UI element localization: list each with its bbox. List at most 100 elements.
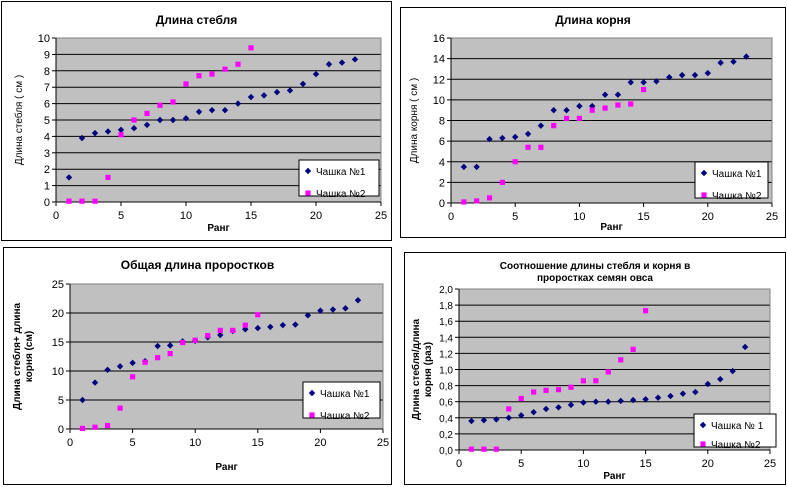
y-tick-label: 6 xyxy=(439,136,445,148)
x-tick-label: 25 xyxy=(377,437,389,449)
y-tick-label: 4 xyxy=(439,157,445,169)
data-point xyxy=(473,163,480,171)
x-axis-label: Ранг xyxy=(603,471,625,482)
data-point xyxy=(230,327,236,333)
x-tick-label: 0 xyxy=(53,210,59,222)
y-tick-label: 0,0 xyxy=(439,446,453,457)
y-tick-label: 4 xyxy=(44,131,50,143)
legend: Чашка №1 Чашка №2 xyxy=(298,159,380,200)
y-axis-label: Длина стебля/длина xyxy=(410,318,422,420)
chart-panel-root-length: Длина корня 0 2 4 6 8 10 12 14 16 0 5 10 15 20 25 Ранг Дл… xyxy=(400,7,786,238)
data-point xyxy=(593,378,599,384)
data-point xyxy=(486,135,493,143)
legend-label: Чашка №1 xyxy=(320,389,370,400)
data-point xyxy=(317,307,324,314)
y-axis-label: корня (раз) xyxy=(423,342,434,397)
y-tick-label: 0,8 xyxy=(439,382,453,393)
legend-box xyxy=(693,413,777,448)
data-point xyxy=(589,107,595,113)
legend: Чашка №1 Чашка №2 xyxy=(302,381,381,422)
data-point xyxy=(481,446,487,452)
legend-marker xyxy=(700,441,706,447)
chart-panel-total-length: Общая длина проростков 0 5 10 15 20 25 0 5 10 15 20… xyxy=(3,247,392,485)
legend-label: Чашка №1 xyxy=(316,167,366,178)
data-point xyxy=(267,323,274,331)
data-point xyxy=(208,106,216,114)
data-point xyxy=(592,398,600,405)
data-point xyxy=(304,312,312,319)
x-tick-label: 10 xyxy=(180,210,192,222)
data-point xyxy=(142,359,148,365)
y-tick-label: 10 xyxy=(52,366,64,378)
data-point xyxy=(499,134,506,142)
legend-marker xyxy=(308,389,316,397)
data-point xyxy=(254,324,261,332)
legend-marker xyxy=(309,412,315,418)
data-point xyxy=(717,59,724,66)
y-axis-label: Длина корня ( см ) xyxy=(409,78,420,163)
legend-box xyxy=(298,159,380,197)
data-point xyxy=(248,45,254,51)
y-tick-label: 2 xyxy=(439,177,445,189)
x-tick-label: 10 xyxy=(189,437,201,449)
data-point xyxy=(116,363,124,370)
x-axis-label: Ранг xyxy=(215,462,237,473)
chart-title: проростках семян овса xyxy=(537,273,653,284)
data-point xyxy=(627,79,634,86)
y-tick-label: 16 xyxy=(433,33,445,45)
y-tick-label: 5 xyxy=(58,395,64,407)
y-tick-label: 5 xyxy=(44,115,50,127)
x-tick-label: 5 xyxy=(118,210,124,222)
data-point xyxy=(537,122,545,129)
data-point xyxy=(242,322,248,328)
x-tick-label: 25 xyxy=(766,211,778,223)
y-axis-label: Длина стебля ( см ) xyxy=(13,75,25,165)
x-axis-label: Ранг xyxy=(600,222,622,233)
y-tick-label: 0,6 xyxy=(439,398,453,409)
y-axis-label: Длина стебля+ длина xyxy=(11,303,23,411)
x-tick-label: 0 xyxy=(456,458,462,470)
x-tick-label: 20 xyxy=(702,458,714,470)
data-point xyxy=(563,115,570,122)
legend-marker xyxy=(699,421,707,429)
legend-marker xyxy=(304,167,312,175)
y-tick-label: 10 xyxy=(38,33,50,45)
data-point xyxy=(678,71,686,79)
data-point xyxy=(605,369,611,375)
data-point xyxy=(195,108,203,115)
data-point xyxy=(342,305,349,312)
data-point xyxy=(104,422,111,429)
data-point xyxy=(166,342,174,349)
data-point xyxy=(460,163,468,171)
data-point xyxy=(666,73,673,81)
data-point xyxy=(217,331,224,339)
data-point xyxy=(92,198,98,204)
data-point xyxy=(717,375,724,383)
chart-root-length: Длина корня 0 2 4 6 8 10 12 14 16 0 5 10 15 20 25 Ранг Дл… xyxy=(409,13,778,233)
data-point xyxy=(234,100,242,107)
data-point xyxy=(255,312,261,318)
series-1 xyxy=(65,56,359,181)
data-point xyxy=(144,110,150,117)
x-tick-label: 15 xyxy=(637,211,649,223)
data-point xyxy=(518,395,524,402)
data-point xyxy=(299,80,307,88)
x-tick-label: 15 xyxy=(639,458,651,470)
data-point xyxy=(65,174,73,181)
y-tick-label: 0,4 xyxy=(439,414,453,425)
data-point xyxy=(182,115,190,122)
data-point xyxy=(354,297,362,304)
data-point xyxy=(167,351,173,357)
x-tick-label: 20 xyxy=(310,210,322,222)
data-point xyxy=(260,92,268,99)
data-point xyxy=(692,388,699,396)
x-tick-label: 20 xyxy=(314,437,326,449)
data-point xyxy=(506,406,512,412)
y-tick-label: 2,0 xyxy=(439,285,453,296)
legend-box xyxy=(302,381,381,419)
data-point xyxy=(461,199,467,205)
series-2 xyxy=(66,45,254,204)
data-point xyxy=(486,195,493,201)
x-tick-label: 20 xyxy=(702,211,714,223)
data-point xyxy=(130,125,138,132)
